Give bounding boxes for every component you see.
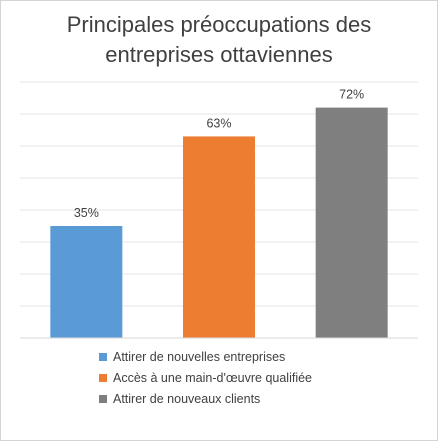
chart-title: Principales préoccupations des entrepris…	[0, 10, 438, 70]
legend-label: Attirer de nouveaux clients	[113, 392, 261, 406]
data-label: 72%	[339, 88, 364, 102]
bars	[50, 107, 388, 338]
legend: Attirer de nouvelles entreprises Accès à…	[99, 347, 312, 410]
legend-label: Attirer de nouvelles entreprises	[113, 350, 286, 364]
legend-label: Accès à une main-d'œuvre qualifiée	[113, 371, 313, 385]
data-label: 35%	[74, 206, 99, 220]
legend-swatch-blue	[99, 353, 107, 361]
data-labels: 35% 63% 72%	[74, 88, 364, 220]
legend-item-new-businesses: Attirer de nouvelles entreprises	[99, 347, 312, 367]
legend-item-skilled-workforce: Accès à une main-d'œuvre qualifiée	[99, 368, 312, 388]
bar-skilled-workforce	[183, 136, 255, 338]
legend-item-new-clients: Attirer de nouveaux clients	[99, 389, 312, 409]
legend-swatch-gray	[99, 395, 107, 403]
chart-title-line-2: entreprises ottaviennes	[105, 42, 333, 67]
bar-new-businesses	[50, 226, 123, 338]
legend-swatch-orange	[99, 374, 107, 382]
data-label: 63%	[206, 116, 231, 130]
bar-new-clients	[315, 107, 388, 338]
chart-title-line-1: Principales préoccupations des	[66, 12, 372, 37]
